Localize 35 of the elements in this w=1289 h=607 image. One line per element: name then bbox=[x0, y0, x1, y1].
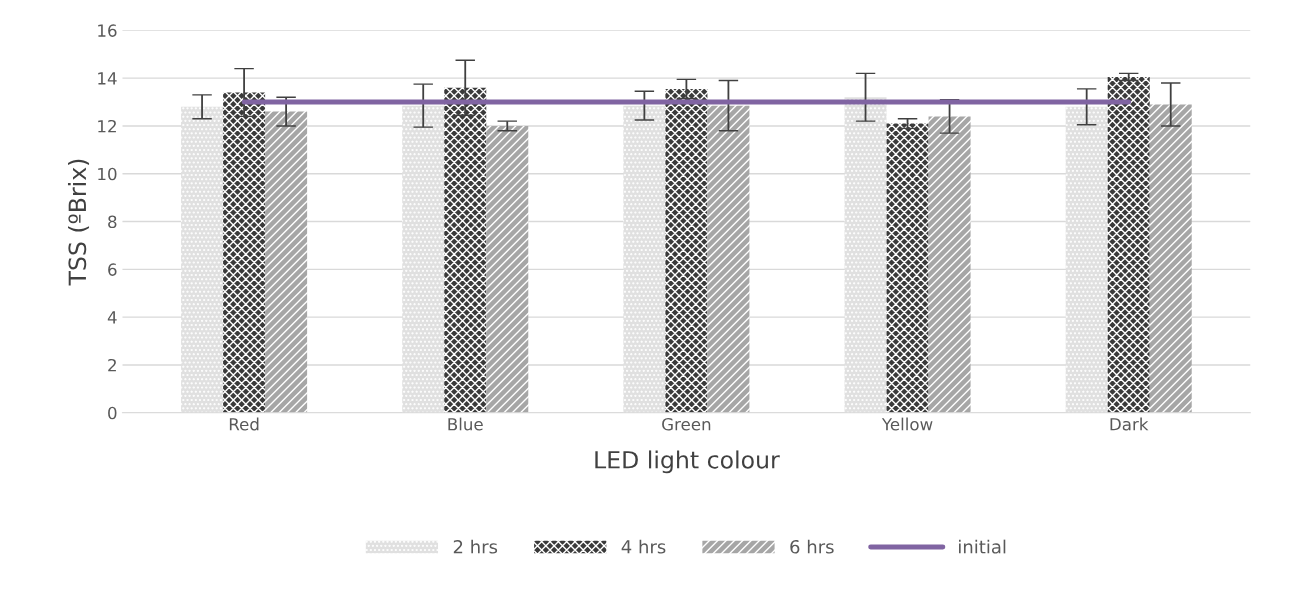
legend-label: 2 hrs bbox=[453, 539, 498, 554]
bar bbox=[1065, 106, 1108, 413]
y-tick-label: 8 bbox=[108, 215, 117, 229]
bar bbox=[486, 125, 529, 413]
y-tick-label: 10 bbox=[98, 167, 117, 181]
bar bbox=[1149, 104, 1192, 413]
bar bbox=[623, 105, 666, 413]
y-tick-label: 12 bbox=[98, 119, 116, 133]
y-tick-label: 6 bbox=[108, 263, 117, 276]
y-tick-label: 2 bbox=[108, 358, 116, 372]
x-tick-label: Red bbox=[229, 417, 259, 431]
bar bbox=[181, 106, 224, 413]
y-tick-label: 16 bbox=[98, 24, 117, 37]
bar bbox=[844, 97, 887, 413]
legend-label: 6 hrs bbox=[790, 539, 834, 554]
x-tick-label: Green bbox=[662, 417, 711, 431]
y-tick-label: 14 bbox=[98, 72, 117, 85]
y-tick-label: 0 bbox=[108, 406, 117, 420]
bar bbox=[665, 88, 708, 413]
bar bbox=[444, 87, 487, 413]
legend-label: 4 hrs bbox=[621, 539, 666, 554]
bar bbox=[707, 105, 750, 413]
x-axis-title: LED light colour bbox=[595, 450, 780, 474]
y-axis-title: TSS (ºBrix) bbox=[67, 159, 90, 286]
bar bbox=[265, 111, 308, 413]
bar bbox=[886, 123, 929, 413]
x-tick-label: Dark bbox=[1110, 417, 1149, 431]
bar bbox=[928, 116, 971, 413]
bar bbox=[1107, 76, 1150, 413]
bar bbox=[402, 105, 445, 413]
bar bbox=[223, 92, 266, 413]
x-tick-label: Yellow bbox=[881, 417, 933, 431]
legend-label: initial bbox=[959, 539, 1006, 554]
y-tick-label: 4 bbox=[107, 311, 117, 324]
x-tick-label: Blue bbox=[448, 417, 483, 431]
